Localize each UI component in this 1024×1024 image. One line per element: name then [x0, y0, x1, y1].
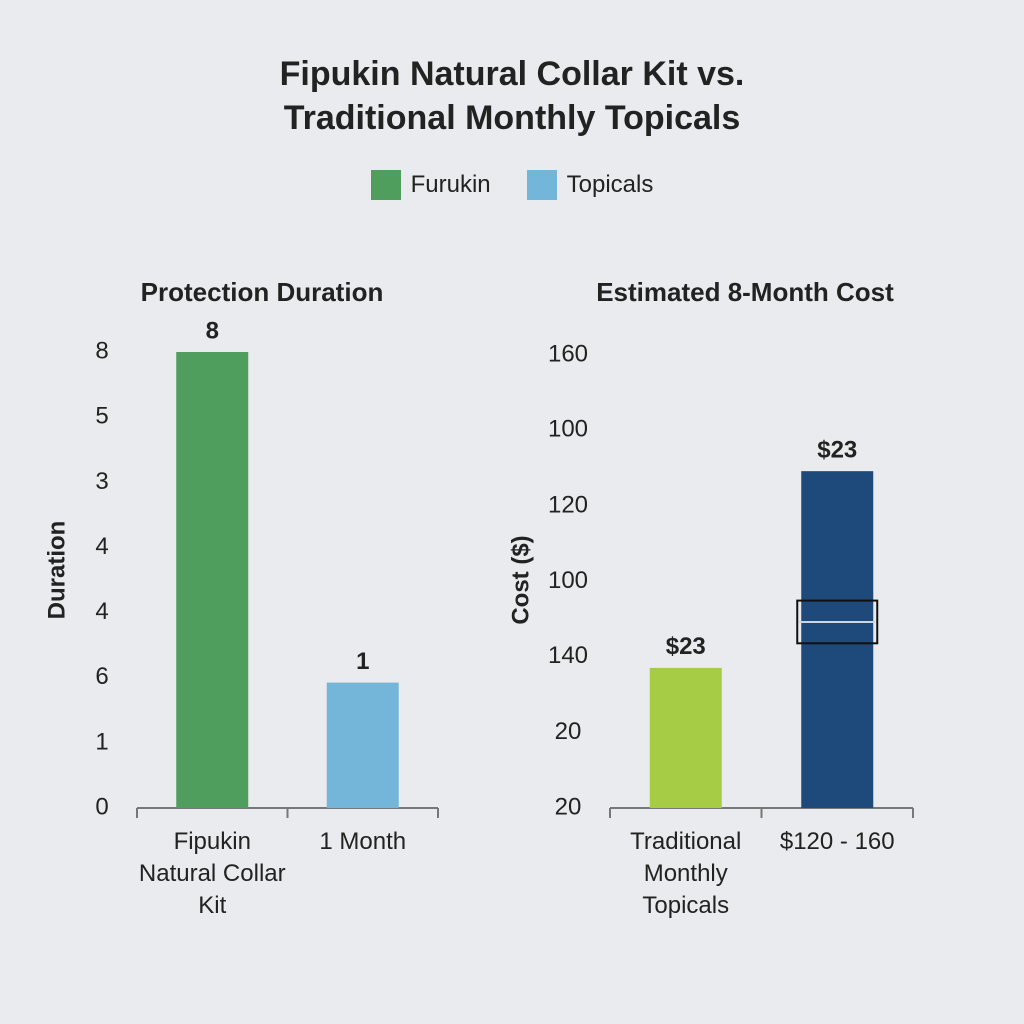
- x-tick-label: $120 - 160: [779, 828, 895, 855]
- y-tick-label: 100: [548, 416, 588, 443]
- legend-item: Furukin: [370, 170, 491, 200]
- error-box: [796, 599, 879, 645]
- page-title: Fipukin Natural Collar Kit vs. Tradition…: [279, 55, 745, 137]
- x-tick-label: 1 Month: [319, 828, 407, 855]
- legend-item: Topicals: [526, 170, 654, 200]
- y-tick-label: 4: [95, 598, 108, 625]
- y-tick-label: 6: [95, 663, 108, 690]
- y-tick-label: 1: [95, 728, 108, 755]
- x-tick-label: Traditional Monthly Topicals: [630, 828, 742, 919]
- bar: [801, 471, 874, 808]
- y-tick-label: 160: [548, 340, 588, 367]
- y-tick-label: 3: [95, 468, 108, 495]
- chart-subtitle: Protection Duration: [141, 277, 384, 307]
- y-tick-label: 20: [555, 793, 582, 820]
- y-axis-label: Duration: [43, 521, 70, 620]
- legend-swatch: [526, 170, 557, 200]
- bar-label: $23: [666, 633, 706, 660]
- chart-subtitle: Estimated 8-Month Cost: [596, 277, 894, 307]
- legend: Furukin Topicals: [0, 170, 1024, 200]
- legend-label: Furukin: [410, 171, 491, 198]
- y-tick-label: 0: [95, 793, 108, 820]
- x-tick-label: Fipukin Natural Collar Kit: [138, 828, 286, 919]
- legend-swatch: [370, 170, 401, 200]
- y-tick-label: 8: [95, 337, 108, 364]
- bar-label: 8: [206, 317, 219, 344]
- y-tick-label: 100: [548, 567, 588, 594]
- bar-label: $23: [817, 437, 857, 464]
- y-axis-label: Cost ($): [507, 535, 534, 624]
- y-tick-label: 20: [555, 718, 582, 745]
- legend-label: Topicals: [566, 171, 654, 198]
- y-tick-label: 4: [95, 533, 108, 560]
- bar: [176, 352, 249, 808]
- bar: [326, 682, 399, 808]
- bar-label: 1: [356, 648, 369, 675]
- bar: [649, 667, 722, 808]
- y-tick-label: 5: [95, 402, 108, 429]
- y-tick-label: 120: [548, 491, 588, 518]
- y-tick-label: 140: [548, 642, 588, 669]
